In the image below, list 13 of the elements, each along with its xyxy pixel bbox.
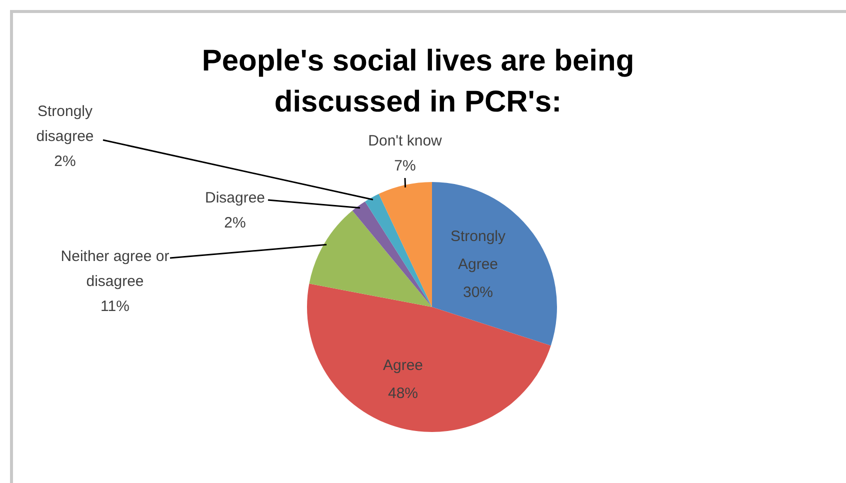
- data-label: 11%: [100, 298, 130, 316]
- slice-label: Disagree: [204, 190, 266, 207]
- slice-label: Agree: [382, 357, 424, 374]
- chart-title: People's social lives are being discussed in PCR's:: [202, 44, 634, 118]
- data-label: 2%: [224, 214, 246, 232]
- slice-label: Strongly Agree: [450, 228, 506, 274]
- slice-label: Don't know: [368, 132, 442, 150]
- slice-label: Strongly disagree: [36, 103, 94, 146]
- data-label: 7%: [394, 158, 416, 175]
- data-label: 30%: [462, 284, 494, 302]
- data-label: 48%: [388, 385, 418, 402]
- slice-label: Neither agree or disagree: [60, 248, 170, 290]
- data-label: 2%: [54, 153, 76, 170]
